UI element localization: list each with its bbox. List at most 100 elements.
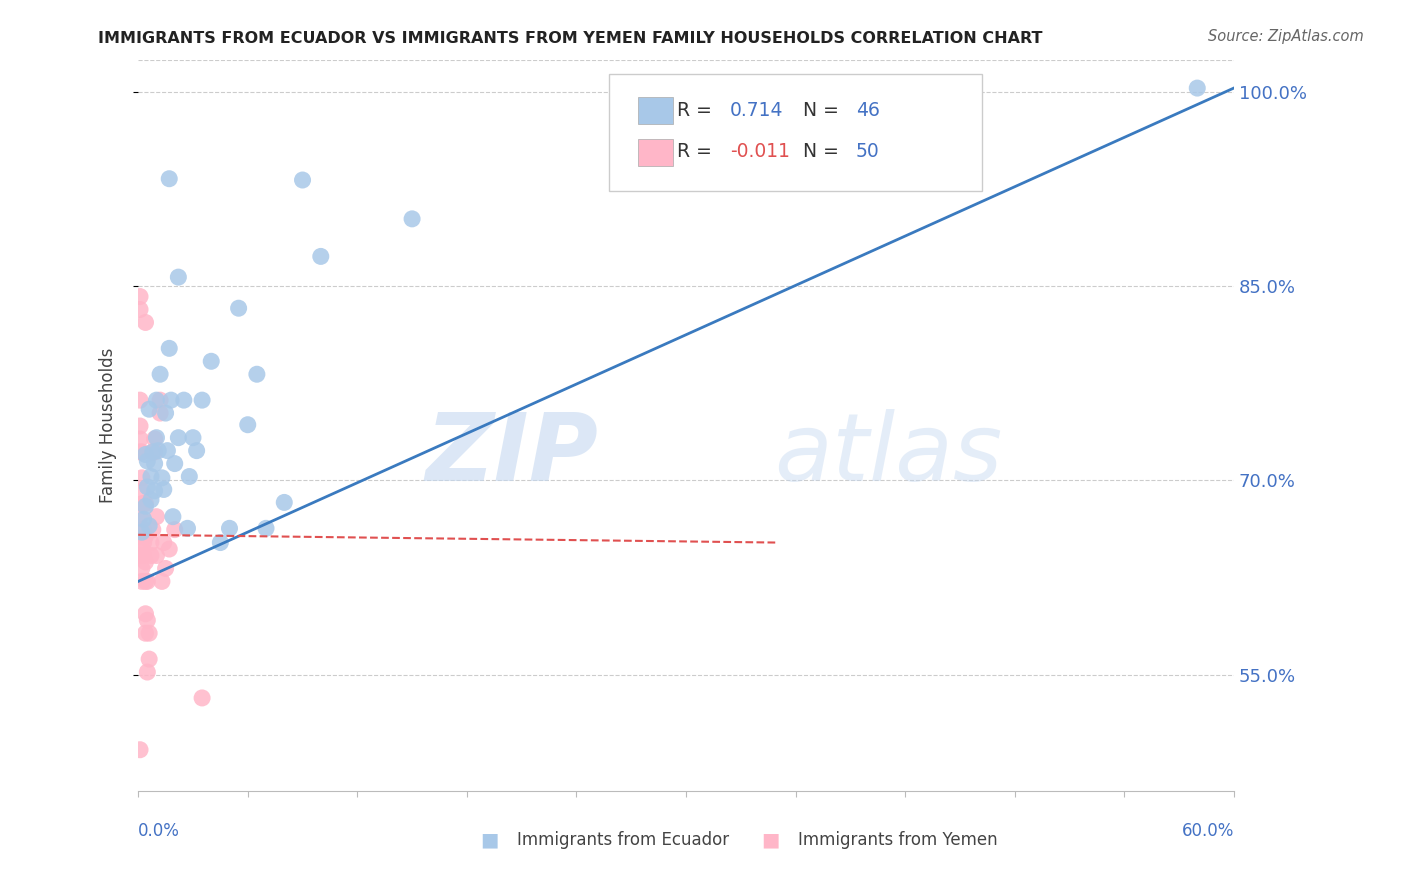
Point bbox=[132, 549, 155, 563]
Point bbox=[136, 574, 159, 589]
Point bbox=[131, 483, 153, 498]
Point bbox=[132, 497, 155, 511]
FancyBboxPatch shape bbox=[609, 74, 981, 191]
Point bbox=[129, 549, 152, 563]
Point bbox=[129, 743, 152, 757]
Point bbox=[163, 523, 186, 537]
Text: N =: N = bbox=[803, 143, 845, 161]
Point bbox=[173, 393, 195, 408]
Point bbox=[134, 448, 156, 462]
Text: ■: ■ bbox=[761, 830, 779, 850]
Point bbox=[132, 523, 155, 537]
Point bbox=[228, 301, 250, 316]
Point bbox=[309, 249, 332, 263]
Point bbox=[145, 431, 167, 445]
Point bbox=[142, 445, 165, 459]
Point bbox=[236, 417, 259, 432]
Point bbox=[136, 480, 159, 494]
Point bbox=[291, 173, 314, 187]
Text: 46: 46 bbox=[856, 101, 880, 120]
Text: ZIP: ZIP bbox=[426, 409, 599, 500]
Point bbox=[134, 555, 156, 569]
Text: Source: ZipAtlas.com: Source: ZipAtlas.com bbox=[1208, 29, 1364, 44]
Point bbox=[136, 454, 159, 468]
Point bbox=[150, 574, 173, 589]
Point bbox=[131, 542, 153, 557]
Point bbox=[138, 626, 160, 640]
Point bbox=[218, 521, 240, 535]
Point bbox=[254, 521, 277, 535]
Point bbox=[129, 419, 152, 434]
Point bbox=[132, 535, 155, 549]
Point bbox=[131, 574, 153, 589]
FancyBboxPatch shape bbox=[638, 138, 673, 166]
Point bbox=[273, 495, 295, 509]
Point bbox=[131, 523, 153, 537]
Text: 0.0%: 0.0% bbox=[138, 822, 180, 840]
Point bbox=[150, 471, 173, 485]
Point bbox=[143, 445, 166, 459]
Point bbox=[131, 445, 153, 459]
Point bbox=[139, 469, 162, 483]
Point bbox=[246, 368, 269, 382]
Point bbox=[134, 574, 156, 589]
Point bbox=[145, 549, 167, 563]
Text: IMMIGRANTS FROM ECUADOR VS IMMIGRANTS FROM YEMEN FAMILY HOUSEHOLDS CORRELATION C: IMMIGRANTS FROM ECUADOR VS IMMIGRANTS FR… bbox=[98, 31, 1043, 46]
Point bbox=[167, 431, 190, 445]
Point bbox=[142, 445, 165, 459]
Point bbox=[157, 342, 180, 356]
Text: atlas: atlas bbox=[773, 409, 1002, 500]
Point bbox=[139, 549, 162, 563]
Point bbox=[149, 368, 172, 382]
Text: Immigrants from Yemen: Immigrants from Yemen bbox=[799, 831, 998, 849]
Point bbox=[139, 535, 162, 549]
Point bbox=[157, 542, 180, 557]
Point bbox=[176, 521, 198, 535]
Point bbox=[191, 690, 214, 705]
Point bbox=[156, 443, 179, 458]
Point bbox=[129, 393, 152, 408]
Point bbox=[136, 665, 159, 679]
Point bbox=[143, 457, 166, 471]
Point bbox=[155, 561, 177, 575]
Point bbox=[149, 406, 172, 420]
Point bbox=[163, 457, 186, 471]
Point bbox=[200, 354, 222, 368]
Point bbox=[129, 509, 152, 524]
Point bbox=[143, 483, 166, 498]
Point bbox=[131, 497, 153, 511]
Point bbox=[131, 561, 153, 575]
Point bbox=[129, 289, 152, 303]
Y-axis label: Family Households: Family Households bbox=[100, 348, 117, 503]
Point bbox=[209, 535, 232, 549]
Text: ■: ■ bbox=[479, 830, 498, 850]
Point bbox=[191, 393, 214, 408]
Text: R =: R = bbox=[678, 101, 718, 120]
Text: 0.714: 0.714 bbox=[730, 101, 783, 120]
Point bbox=[179, 469, 201, 483]
Point bbox=[129, 302, 152, 317]
Point bbox=[134, 497, 156, 511]
Text: 60.0%: 60.0% bbox=[1181, 822, 1234, 840]
Point bbox=[186, 443, 208, 458]
Point bbox=[131, 525, 153, 540]
Point bbox=[167, 270, 190, 285]
Point bbox=[134, 529, 156, 543]
Text: 50: 50 bbox=[856, 143, 880, 161]
Point bbox=[132, 512, 155, 526]
Point bbox=[181, 431, 204, 445]
FancyBboxPatch shape bbox=[638, 97, 673, 124]
Point bbox=[149, 393, 172, 408]
Point bbox=[136, 613, 159, 627]
Point bbox=[160, 393, 183, 408]
Text: Immigrants from Ecuador: Immigrants from Ecuador bbox=[517, 831, 730, 849]
Point bbox=[138, 652, 160, 666]
Text: R =: R = bbox=[678, 143, 718, 161]
Text: N =: N = bbox=[803, 101, 845, 120]
Point bbox=[134, 626, 156, 640]
Point bbox=[143, 432, 166, 446]
Point bbox=[155, 406, 177, 420]
Point bbox=[138, 402, 160, 417]
Text: -0.011: -0.011 bbox=[730, 143, 790, 161]
Point bbox=[145, 393, 167, 408]
